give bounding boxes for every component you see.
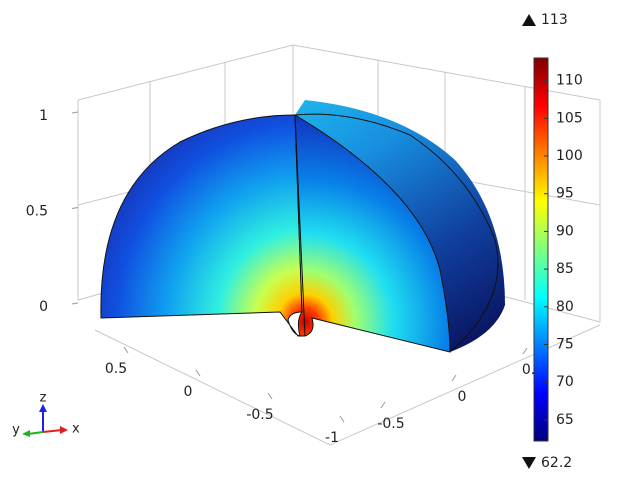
colorbar-tick-label: 100 xyxy=(556,148,583,164)
left-face xyxy=(100,114,303,337)
y-tick-label: 0 xyxy=(458,389,467,405)
x-tick-label: -0.5 xyxy=(246,407,273,423)
colorbar-max: 113 xyxy=(541,12,568,28)
x-tick xyxy=(123,346,129,354)
colorbar-tick-label: 105 xyxy=(556,110,583,126)
colorbar-tick-label: 70 xyxy=(556,374,574,390)
colorbar-tick-label: 65 xyxy=(556,412,574,428)
x-tick xyxy=(267,392,273,400)
y-tick xyxy=(380,401,386,409)
triad-y: y xyxy=(12,423,20,438)
z-tick xyxy=(71,302,79,305)
y-tick-label: -0.5 xyxy=(377,416,404,432)
colorbar-tick-label: 90 xyxy=(556,223,574,239)
y-tick xyxy=(522,347,528,355)
x-tick-label: 0.5 xyxy=(105,361,127,377)
triad-z: z xyxy=(40,391,47,406)
z-tick xyxy=(71,111,79,114)
z-tick-label: 0 xyxy=(39,299,48,315)
x-tick xyxy=(339,415,345,423)
x-tick-label: 0 xyxy=(184,384,193,400)
y-tick xyxy=(451,374,457,382)
x-tick xyxy=(195,369,201,377)
min-marker xyxy=(522,457,536,469)
quarter-sphere xyxy=(100,100,505,353)
colorbar xyxy=(533,57,549,442)
z-tick-label: 1 xyxy=(39,108,48,124)
max-marker xyxy=(522,14,536,26)
right-face xyxy=(294,114,451,353)
z-tick-label: 0.5 xyxy=(26,204,48,220)
triad-x: x xyxy=(72,422,80,437)
colorbar-tick-label: 75 xyxy=(556,336,574,352)
axis-triad xyxy=(22,404,68,437)
colorbar-tick-label: 110 xyxy=(556,73,583,89)
colorbar-min: 62.2 xyxy=(541,455,572,471)
sphere-surface xyxy=(150,100,505,352)
colorbar-tick-label: 95 xyxy=(556,186,574,202)
z-tick xyxy=(71,207,79,209)
colorbar-tick-label: 80 xyxy=(556,299,574,315)
colorbar-tick-label: 85 xyxy=(556,261,574,277)
x-tick-label: -1 xyxy=(325,430,339,446)
